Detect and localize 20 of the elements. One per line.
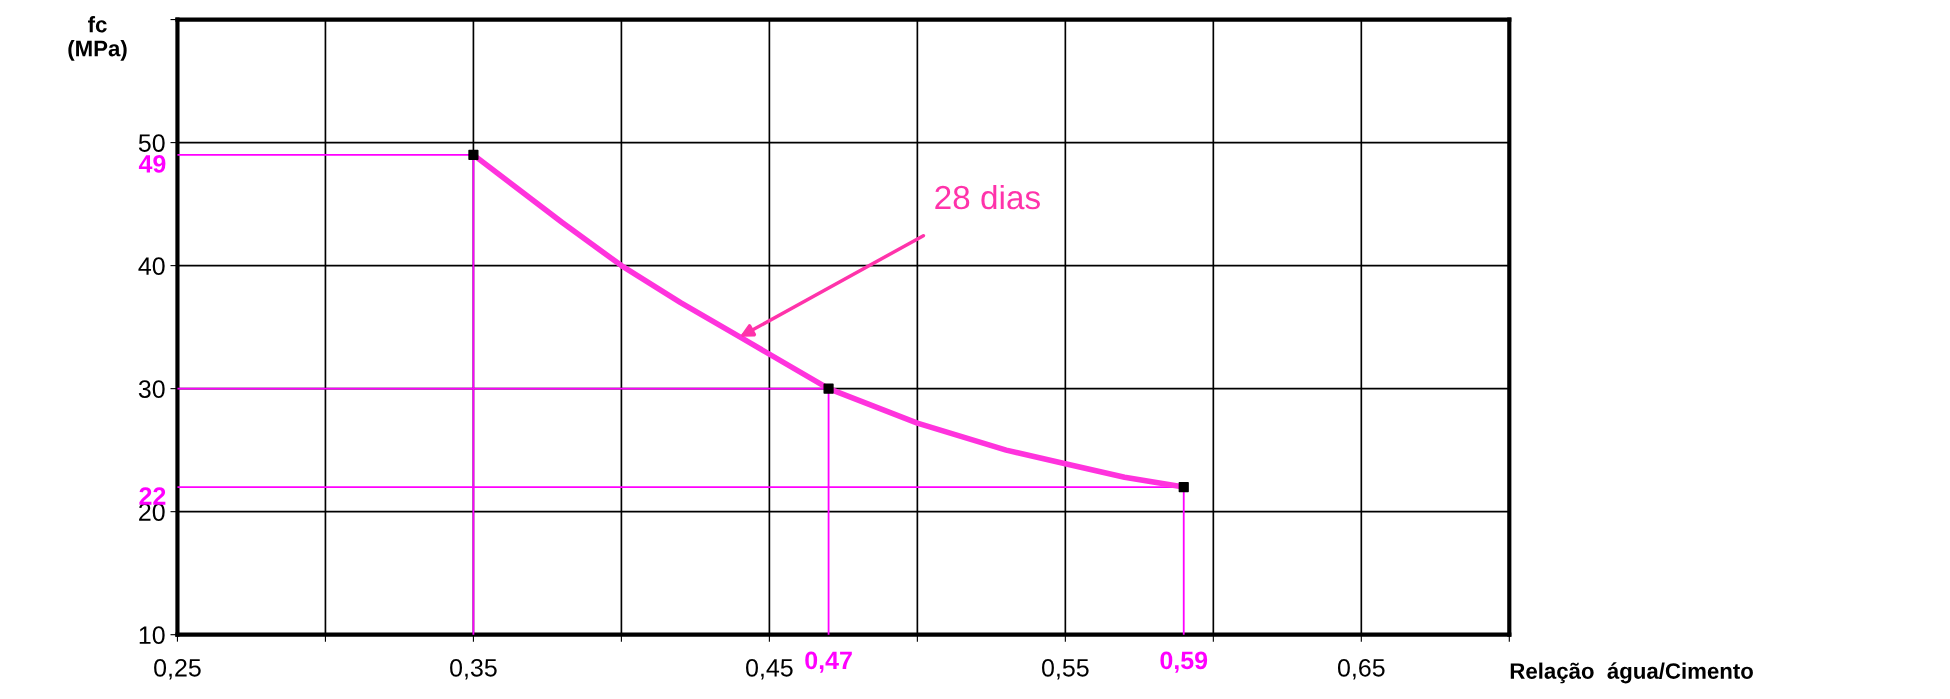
annotation: 0,59 — [1160, 651, 1208, 673]
annotation: 28 dias — [935, 184, 1040, 210]
y-tick-label: 10 — [139, 626, 165, 644]
annotation: 22 — [139, 487, 166, 505]
x-tick-label: 0,65 — [1337, 658, 1385, 680]
x-tick-label: 0,55 — [1042, 658, 1089, 680]
point — [468, 149, 479, 160]
y-axis-title: fc (MPa) — [68, 16, 127, 61]
x-tick-label: 0,25 — [154, 658, 201, 680]
point — [823, 383, 834, 394]
y-tick-label: 40 — [138, 257, 165, 275]
y-tick-label: 50 — [138, 134, 165, 152]
point — [1178, 481, 1189, 493]
x-tick-label: 0,35 — [450, 658, 497, 680]
annotation: 0,47 — [805, 651, 852, 673]
y-tick-label: 30 — [138, 380, 165, 398]
annotation: 49 — [138, 155, 166, 173]
x-tick-label: 0,45 — [746, 658, 793, 680]
y-tick-label: 20 — [139, 503, 165, 521]
x-axis-title: Relação água/Cimento — [1510, 662, 1753, 684]
